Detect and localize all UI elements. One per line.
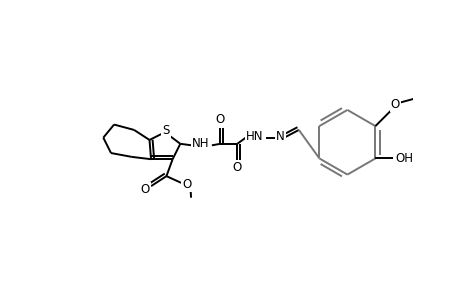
Text: OH: OH xyxy=(394,152,412,165)
Text: HN: HN xyxy=(246,130,263,142)
Text: S: S xyxy=(162,124,169,137)
Text: NH: NH xyxy=(192,137,209,150)
Text: O: O xyxy=(390,98,399,111)
Text: O: O xyxy=(182,178,191,191)
Text: N: N xyxy=(275,130,284,142)
Text: O: O xyxy=(215,113,224,126)
Text: O: O xyxy=(140,183,149,196)
Text: O: O xyxy=(232,161,241,174)
